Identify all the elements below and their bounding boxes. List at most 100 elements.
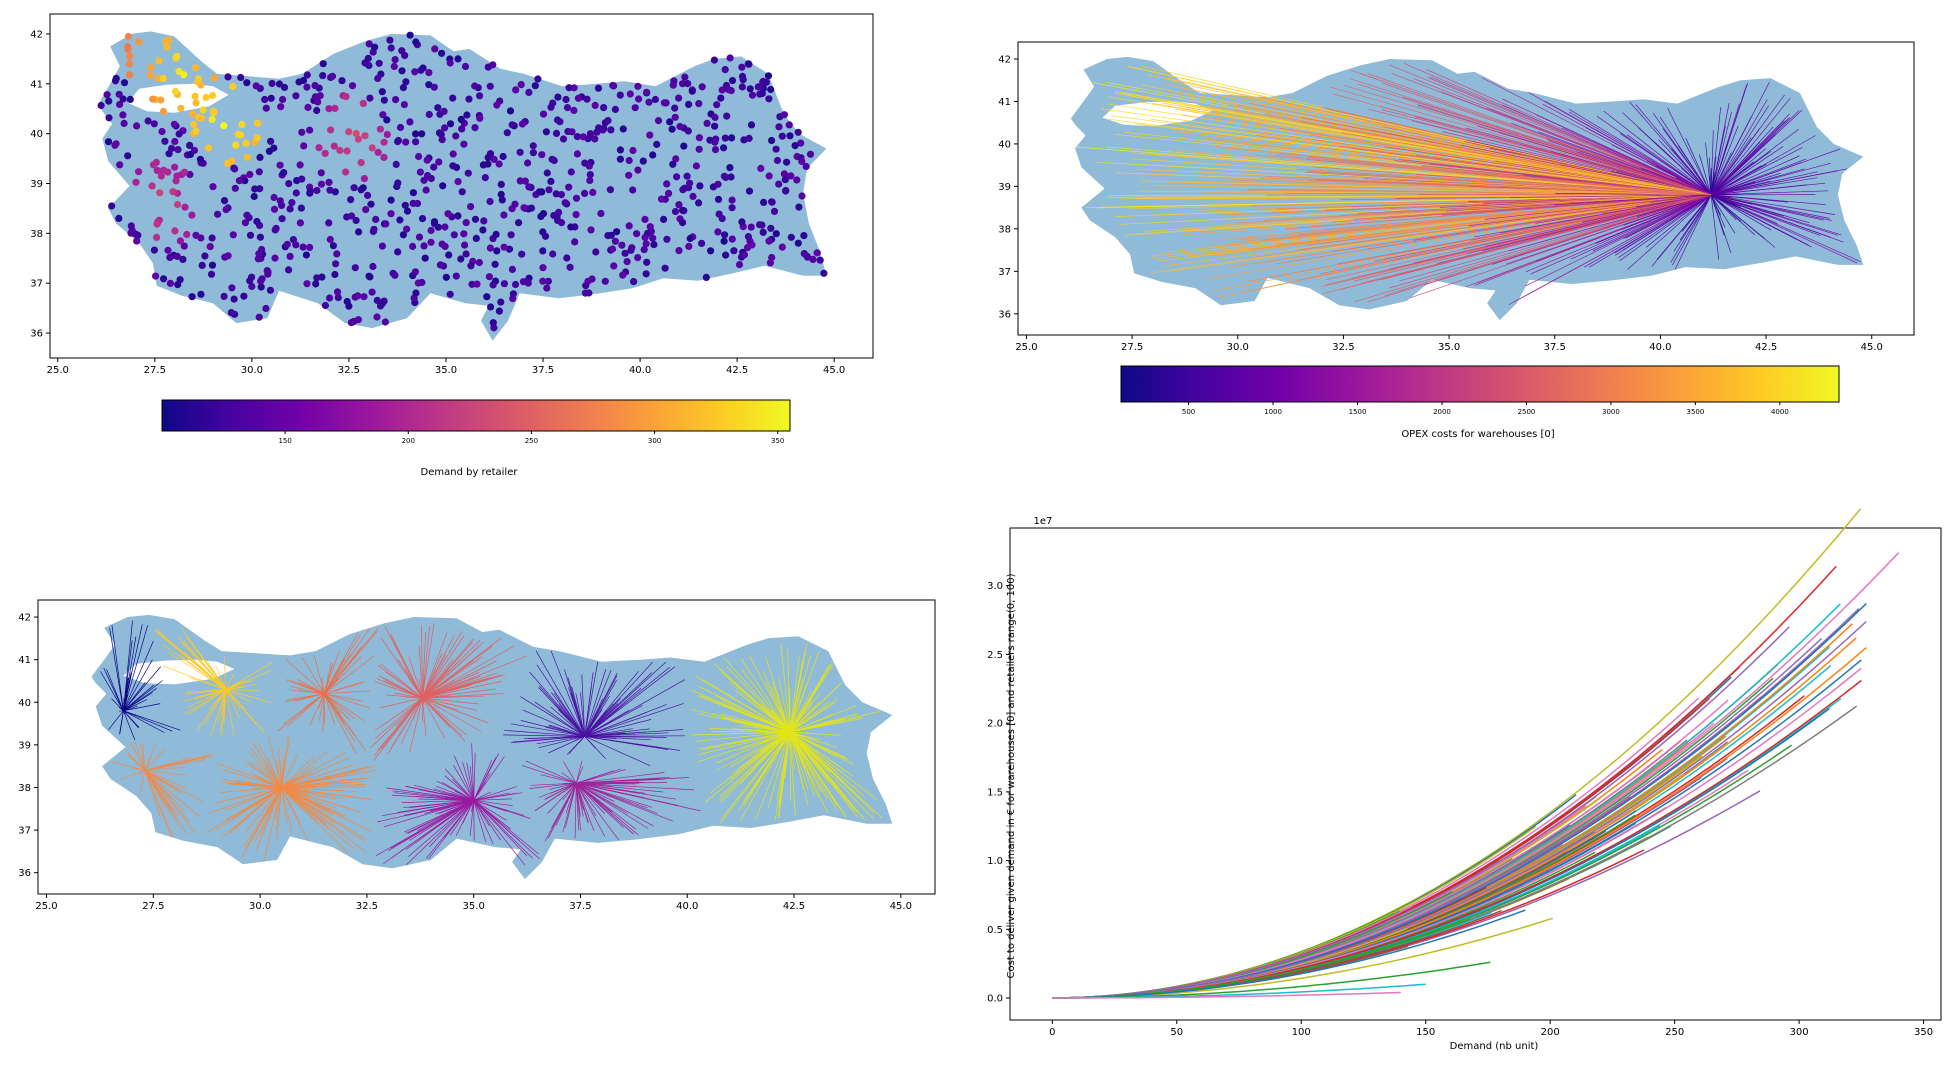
retailer-point xyxy=(464,169,472,177)
retailer-point xyxy=(383,130,391,139)
assignment-line xyxy=(520,720,585,737)
assignment-line xyxy=(762,670,791,733)
retailer-point xyxy=(595,124,603,132)
assignment-line xyxy=(230,784,282,788)
assignment-line xyxy=(185,689,226,695)
retailer-point xyxy=(467,203,475,211)
assignment-line xyxy=(781,726,791,733)
x-tick-label: 250 xyxy=(1665,1027,1684,1038)
retailer-point xyxy=(642,240,650,248)
retailer-point xyxy=(198,261,206,269)
assignment-line xyxy=(789,731,823,744)
retailer-point xyxy=(499,152,507,161)
assignment-line xyxy=(123,684,154,712)
retailer-point xyxy=(657,195,666,203)
retailer-point xyxy=(354,135,362,143)
y-tick-label: 38 xyxy=(998,224,1011,235)
retailer-point xyxy=(280,83,289,91)
assignment-line xyxy=(576,782,649,829)
retailer-point xyxy=(722,251,730,259)
retailer-point xyxy=(568,128,576,136)
assignment-line xyxy=(403,799,474,816)
retailer-point xyxy=(728,77,737,85)
assignment-line xyxy=(277,693,325,732)
link-line xyxy=(1659,116,1712,196)
assignment-line xyxy=(529,671,585,737)
retailer-point xyxy=(718,86,726,94)
assignment-line xyxy=(281,787,321,790)
retailer-point xyxy=(611,105,620,113)
assignment-line xyxy=(525,760,577,784)
retailer-point xyxy=(461,62,470,71)
assignment-line xyxy=(739,731,790,751)
assignment-line xyxy=(690,708,790,733)
retailer-point xyxy=(97,101,105,110)
assignment-line xyxy=(584,735,667,738)
retailer-point xyxy=(663,235,671,243)
retailer-point xyxy=(262,304,270,313)
retailer-point xyxy=(231,165,239,173)
assignment-line xyxy=(789,731,866,821)
retailer-point xyxy=(402,78,410,86)
assignment-line xyxy=(225,662,273,690)
x-tick-label: 35.0 xyxy=(463,901,485,912)
assignment-line xyxy=(318,693,325,709)
retailer-point xyxy=(525,183,533,191)
retailer-point xyxy=(321,301,329,310)
y-tick-label: 37 xyxy=(998,267,1011,278)
retailer-point xyxy=(441,223,449,231)
assignment-line xyxy=(719,731,791,797)
retailer-point xyxy=(152,272,160,280)
retailer-point xyxy=(220,122,228,130)
retailer-point xyxy=(621,249,629,257)
retailer-point xyxy=(783,158,791,166)
link-line xyxy=(1155,185,1712,196)
retailer-point xyxy=(529,142,537,150)
assignment-line xyxy=(324,693,362,702)
assignment-line xyxy=(771,686,791,733)
retailer-point xyxy=(105,114,113,122)
retailer-point xyxy=(573,133,582,141)
link-line xyxy=(1096,194,1712,209)
retailer-point xyxy=(186,170,194,179)
assignment-line xyxy=(422,667,437,699)
retailer-point xyxy=(367,200,375,208)
retailer-point xyxy=(746,85,754,93)
retailer-point xyxy=(338,77,346,85)
retailer-point xyxy=(240,292,248,300)
retailer-point xyxy=(626,90,634,98)
retailer-point xyxy=(671,113,679,121)
assignment-map-panel: 25.0 27.5 30.0 32.5 35.0 37.5 40.0 42.5 45.0 363… xyxy=(18,599,936,912)
retailer-point xyxy=(775,123,783,131)
retailer-point xyxy=(174,281,182,289)
assignment-line xyxy=(298,684,325,695)
colorbar-tick-label: 300 xyxy=(648,437,661,445)
retailer-point xyxy=(589,188,597,196)
assignment-line xyxy=(391,794,474,801)
retailer-point xyxy=(445,251,453,259)
link-line xyxy=(1297,194,1712,251)
retailer-point xyxy=(306,126,314,134)
retailer-point xyxy=(582,282,590,290)
retailer-point xyxy=(686,234,694,243)
assignment-line xyxy=(123,703,161,712)
retailer-point xyxy=(616,91,624,99)
assignment-line xyxy=(422,639,481,699)
retailer-point xyxy=(476,114,484,122)
retailer-point xyxy=(534,75,542,83)
assignment-line xyxy=(123,677,129,711)
retailer-point xyxy=(400,101,408,109)
retailer-point xyxy=(795,203,803,211)
link-line xyxy=(1710,143,1729,196)
assignment-line xyxy=(549,724,585,737)
assignment-line xyxy=(473,793,516,801)
retailer-point xyxy=(508,265,516,273)
retailer-point xyxy=(623,258,631,266)
assignment-line xyxy=(281,787,345,834)
retailer-point xyxy=(378,88,386,96)
retailer-point xyxy=(237,131,245,139)
retailer-point xyxy=(366,94,374,102)
retailer-point xyxy=(696,182,704,190)
link-line xyxy=(1206,194,1712,280)
retailer-point xyxy=(718,215,726,223)
